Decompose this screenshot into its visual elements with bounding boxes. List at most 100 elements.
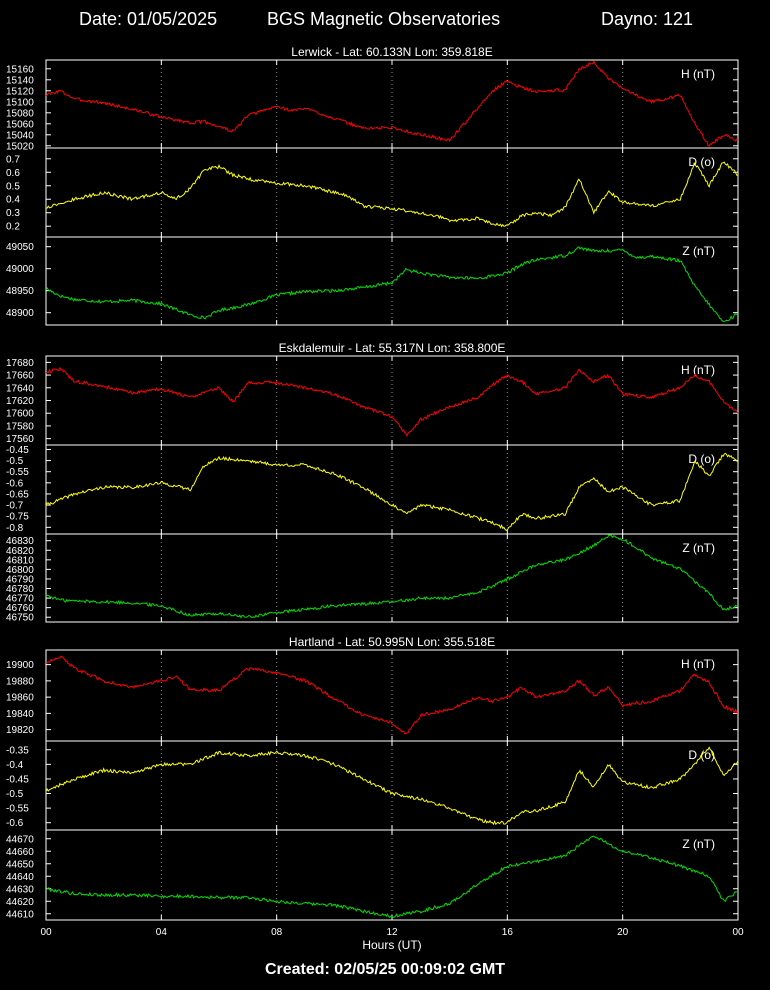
y-tick-label: 46820 [6, 546, 34, 557]
series-D-line [45, 452, 739, 531]
y-tick-label: 15160 [6, 64, 34, 75]
y-tick-label: -0.75 [6, 512, 29, 523]
y-tick-label: 46760 [6, 603, 34, 614]
y-tick-label: -0.7 [6, 501, 24, 512]
y-tick-label: -0.55 [6, 467, 29, 478]
y-tick-label: 17680 [6, 358, 34, 369]
y-tick-label: -0.45 [6, 445, 29, 456]
y-tick-label: -0.5 [6, 456, 24, 467]
component-label: H (nT) [681, 657, 715, 671]
station-3: Hartland - Lat: 50.995N Lon: 355.518E199… [6, 635, 739, 921]
component-label: D (o) [688, 155, 715, 169]
x-tick-label: 12 [386, 927, 398, 938]
y-tick-label: 48900 [6, 308, 34, 319]
series-H-line [45, 366, 739, 437]
y-tick-label: 15120 [6, 86, 34, 97]
y-tick-label: -0.45 [6, 774, 29, 785]
panel-Z: 49050 49000 48950 48900 Z (nT) [6, 236, 739, 326]
y-tick-label: 44670 [6, 834, 34, 845]
y-tick-label: 15060 [6, 119, 34, 130]
panel-D: -0.35-0.4-0.45-0.5-0.55-0.6D (o) [6, 740, 739, 831]
component-label: Z (nT) [682, 244, 715, 258]
y-tick-label: 19860 [6, 693, 34, 704]
y-tick-label: 17620 [6, 396, 34, 407]
y-tick-label: 0.7 [6, 154, 20, 165]
panel-D: -0.45-0.5-0.55-0.6-0.65-0.7-0.75-0.8 D (o… [6, 444, 739, 535]
y-tick-label: 19840 [6, 709, 34, 720]
series-D-line [45, 746, 739, 826]
station-title: Hartland - Lat: 50.995N Lon: 355.518E [289, 635, 495, 649]
series-Z-line [45, 246, 739, 322]
y-tick-label: 46810 [6, 555, 34, 566]
y-tick-label: 44610 [6, 909, 34, 920]
y-tick-label: 49000 [6, 264, 34, 275]
x-tick-label: 20 [617, 927, 629, 938]
y-tick-label: 19820 [6, 725, 34, 736]
series-D-line [45, 161, 738, 228]
y-tick-label: -0.8 [6, 523, 24, 534]
y-tick-label: -0.6 [6, 818, 24, 829]
station-title: Lerwick - Lat: 60.133N Lon: 359.818E [291, 45, 492, 59]
component-label: D (o) [688, 452, 715, 466]
y-tick-label: 0.6 [6, 168, 20, 179]
series-H-line [45, 655, 739, 735]
y-tick-label: -0.55 [6, 804, 29, 815]
station-1: Lerwick - Lat: 60.133N Lon: 359.818E 1516… [6, 45, 739, 326]
y-tick-label: 49050 [6, 242, 34, 253]
y-tick-label: 17580 [6, 421, 34, 432]
panel-D: 0.7 0.6 0.5 0.4 0.3 0.2 D (o) [6, 147, 739, 238]
y-tick-label: 44620 [6, 897, 34, 908]
y-tick-label: -0.65 [6, 489, 29, 500]
panel-H: 19900 19880 19860 19840 19820 H (nT) [6, 649, 739, 742]
component-label: H (nT) [681, 67, 715, 81]
y-tick-label: -0.35 [6, 745, 29, 756]
component-label: Z (nT) [682, 541, 715, 555]
component-label: H (nT) [681, 363, 715, 377]
y-tick-label: 44640 [6, 872, 34, 883]
y-tick-label: 15020 [6, 141, 34, 152]
y-tick-label: 0.4 [6, 195, 20, 206]
y-tick-label: 0.2 [6, 222, 20, 233]
y-tick-label: 15080 [6, 108, 34, 119]
x-tick-label: 00 [732, 927, 744, 938]
y-tick-label: 46790 [6, 574, 34, 585]
y-tick-label: 19900 [6, 660, 34, 671]
x-tick-label: 04 [156, 927, 168, 938]
y-tick-label: 44650 [6, 859, 34, 870]
station-title: Eskdalemuir - Lat: 55.317N Lon: 358.800E [279, 341, 506, 355]
y-tick-label: 15140 [6, 75, 34, 86]
y-tick-label: 46750 [6, 613, 34, 624]
y-tick-label: 15100 [6, 97, 34, 108]
y-tick-label: 17560 [6, 434, 34, 445]
panel-Z: 4683046820468104680046790467804677046760… [6, 533, 739, 624]
y-tick-label: 17660 [6, 371, 34, 382]
y-tick-label: 44660 [6, 847, 34, 858]
y-tick-label: 17640 [6, 383, 34, 394]
panel-frame [45, 649, 739, 742]
y-tick-label: 0.3 [6, 208, 20, 219]
dayno-label: Dayno: 121 [601, 9, 694, 29]
chart-title: BGS Magnetic Observatories [267, 9, 501, 29]
component-label: Z (nT) [682, 837, 715, 851]
created-timestamp: Created: 02/05/25 00:09:02 GMT [264, 961, 506, 978]
y-tick-label: 19880 [6, 676, 34, 687]
x-tick-label: 00 [40, 927, 52, 938]
y-tick-label: -0.5 [6, 789, 24, 800]
y-tick-label: 46830 [6, 536, 34, 547]
station-2: Eskdalemuir - Lat: 55.317N Lon: 358.800E… [6, 341, 739, 624]
series-Z-line [45, 534, 739, 619]
y-tick-label: -0.6 [6, 478, 24, 489]
y-tick-label: 46780 [6, 584, 34, 595]
x-tick-label: 08 [271, 927, 283, 938]
series-Z-line [45, 835, 738, 919]
y-tick-label: 48950 [6, 286, 34, 297]
series-H-line [45, 60, 739, 147]
x-tick-label: 16 [502, 927, 514, 938]
y-tick-label: -0.4 [6, 760, 24, 771]
y-tick-label: 15040 [6, 130, 34, 141]
y-tick-label: 46800 [6, 565, 34, 576]
y-tick-label: 46770 [6, 594, 34, 605]
